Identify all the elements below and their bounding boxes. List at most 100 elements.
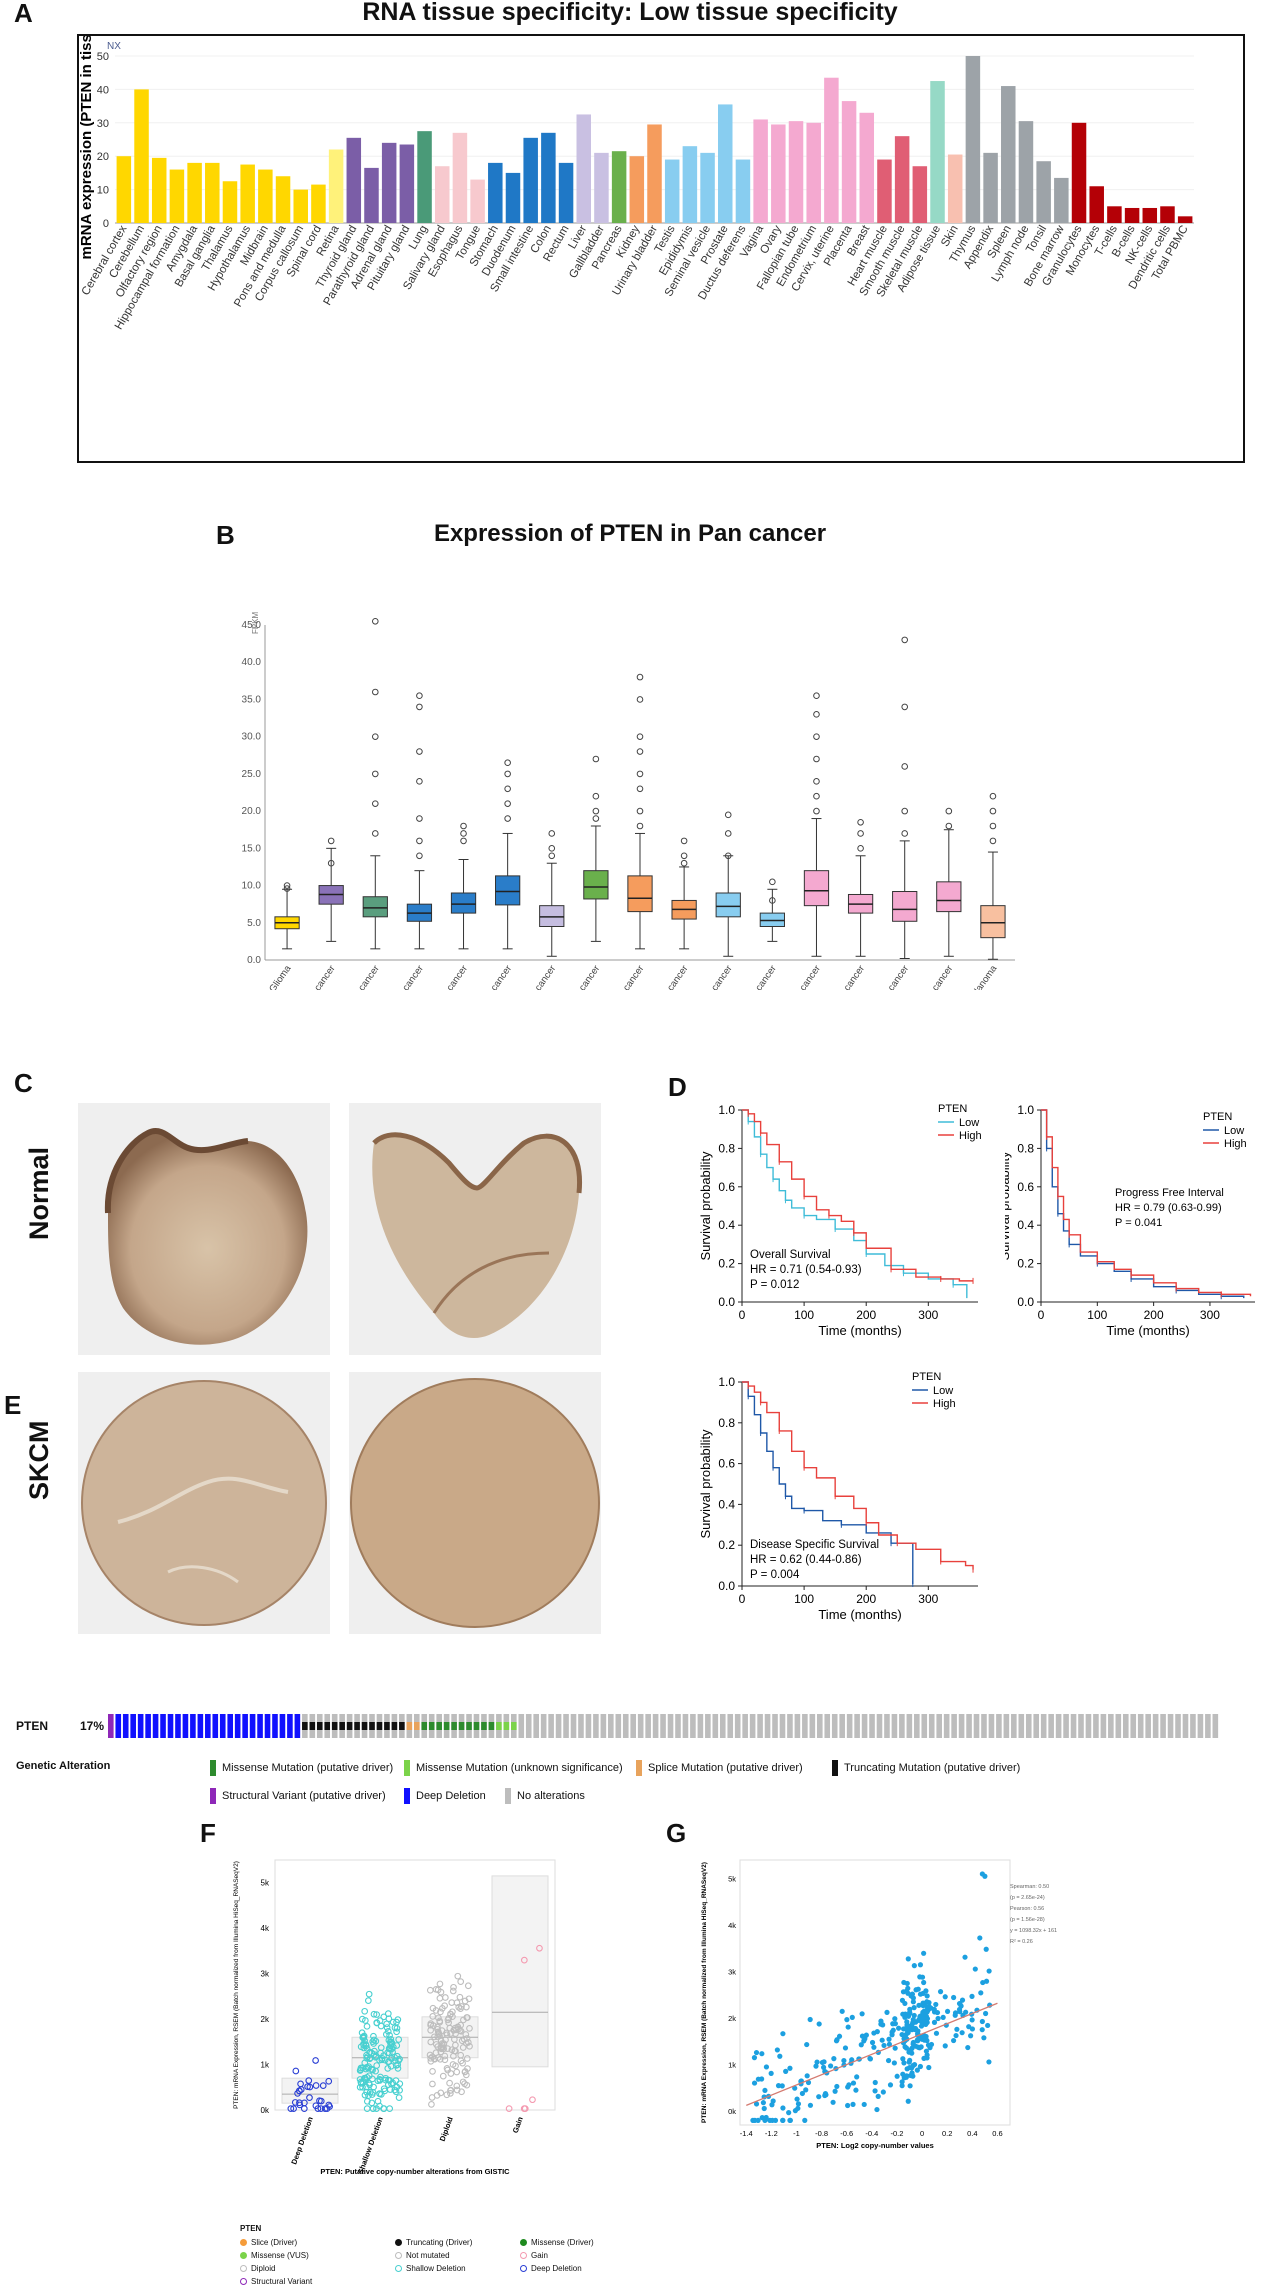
bar: [930, 81, 945, 223]
box: [892, 891, 918, 922]
y-tick: 0.8: [718, 1416, 735, 1430]
oncoprint-no-alteration: [884, 1714, 890, 1738]
data-point: [959, 1997, 966, 2003]
oncoprint-no-alteration: [1093, 1714, 1099, 1738]
alteration-legend-item: No alterations: [505, 1788, 585, 1804]
data-point: [385, 2015, 393, 2023]
legend-marker: [395, 2265, 402, 2272]
data-point: [300, 2105, 308, 2112]
bar: [187, 162, 202, 223]
y-tick: 2k: [728, 2014, 736, 2023]
data-point: [395, 2057, 402, 2064]
data-point: [437, 1988, 445, 1996]
oncoprint-truncating-mark: [309, 1722, 316, 1730]
bar: [806, 122, 821, 223]
outlier: [592, 807, 600, 815]
data-point: [365, 1997, 372, 2004]
oncoprint-no-alteration: [548, 1714, 554, 1738]
box: [450, 892, 477, 914]
km-disease-specific: 0.0 0.2 0.4 0.6 0.8 1.0 0 100 200 300 Time (months…: [698, 1371, 978, 1622]
data-point: [437, 2045, 445, 2053]
data-point: [454, 1972, 462, 1980]
oncoprint-no-alteration: [966, 1714, 972, 1738]
data-point: [900, 2056, 906, 2062]
y-tick: 3k: [261, 1970, 270, 1979]
x-axis-label: PTEN: Log2 copy-number values: [816, 2141, 934, 2150]
data-point: [803, 2087, 809, 2093]
row-label-normal: Normal: [24, 1146, 54, 1240]
data-point: [854, 2074, 860, 2080]
outlier: [989, 837, 997, 845]
oncoprint-no-alteration: [555, 1714, 562, 1738]
data-point: [461, 2080, 468, 2088]
f-legend-item: Missense (Driver): [520, 2238, 594, 2247]
data-point: [369, 2066, 376, 2074]
data-point: [432, 1985, 440, 1993]
f-legend-item: Missense (VUS): [240, 2251, 309, 2260]
regression-line: [746, 2002, 998, 2106]
legend-marker: [240, 2265, 247, 2272]
oncoprint-no-alteration: [861, 1714, 868, 1738]
oncoprint-deep-deletion: [212, 1714, 219, 1738]
outlier: [548, 830, 556, 837]
data-point: [363, 2105, 371, 2112]
data-point: [394, 2065, 402, 2072]
x-tick: -0.8: [815, 2129, 828, 2138]
outlier: [724, 830, 732, 837]
data-point: [816, 2094, 822, 2100]
outlier: [592, 815, 600, 822]
panel-letter-c: C: [14, 1068, 33, 1098]
oncoprint-no-alteration: [1160, 1714, 1166, 1738]
row-label-skcm: SKCM: [24, 1420, 54, 1501]
oncoprint-deep-deletion: [264, 1714, 271, 1738]
outlier: [327, 859, 335, 867]
data-point: [944, 2008, 951, 2015]
data-point: [890, 2021, 896, 2027]
data-point: [763, 2114, 769, 2121]
y-tick: 40.0: [242, 657, 262, 668]
oncoprint-no-alteration: [1048, 1714, 1054, 1738]
box: [491, 1875, 549, 2068]
km-curve-low: [742, 1381, 914, 1584]
data-point: [819, 2059, 826, 2066]
oncoprint-no-alteration: [757, 1714, 763, 1738]
data-point: [918, 2023, 925, 2029]
bar: [1036, 161, 1051, 223]
plot-frame: [274, 1859, 556, 2111]
bar: [841, 101, 857, 223]
data-point: [370, 2036, 378, 2044]
x-tick: Cervical cancer: [820, 963, 867, 990]
bar: [753, 119, 768, 223]
genetic-alteration-title: Genetic Alteration: [16, 1760, 111, 1772]
data-point: [850, 2101, 856, 2107]
data-point: [957, 2009, 963, 2015]
y-tick: 5.0: [247, 918, 261, 929]
y-tick: 2k: [261, 2015, 270, 2024]
data-point: [924, 2015, 931, 2022]
y-axis-label: PTEN: mRNA Expression, RSEM (Batch norma…: [701, 1862, 708, 2123]
data-point: [373, 2011, 380, 2018]
data-point: [899, 1997, 906, 2003]
data-point: [449, 1987, 457, 1995]
legend-swatch: [404, 1760, 410, 1776]
data-point: [910, 1995, 916, 2001]
x-tick: -0.2: [891, 2129, 904, 2138]
data-point: [759, 2051, 765, 2057]
data-point: [435, 2014, 442, 2022]
data-point: [911, 2012, 917, 2019]
oncoprint-percent: 17%: [80, 1719, 105, 1733]
y-tick: 0.6: [1017, 1180, 1034, 1194]
y-tick: 20.0: [242, 806, 262, 817]
oncoprint-no-alteration: [608, 1714, 614, 1738]
outlier: [680, 837, 688, 845]
oncoprint-deep-deletion: [242, 1714, 248, 1738]
oncoprint-no-alteration: [1055, 1714, 1062, 1738]
panel-letter-a: A: [14, 0, 33, 28]
oncoprint-no-alteration: [682, 1714, 689, 1738]
legend-swatch: [210, 1760, 216, 1776]
outlier: [636, 822, 644, 830]
data-point: [828, 2063, 834, 2069]
data-point: [459, 2078, 467, 2086]
data-point: [389, 2043, 397, 2051]
bar: [434, 166, 450, 223]
